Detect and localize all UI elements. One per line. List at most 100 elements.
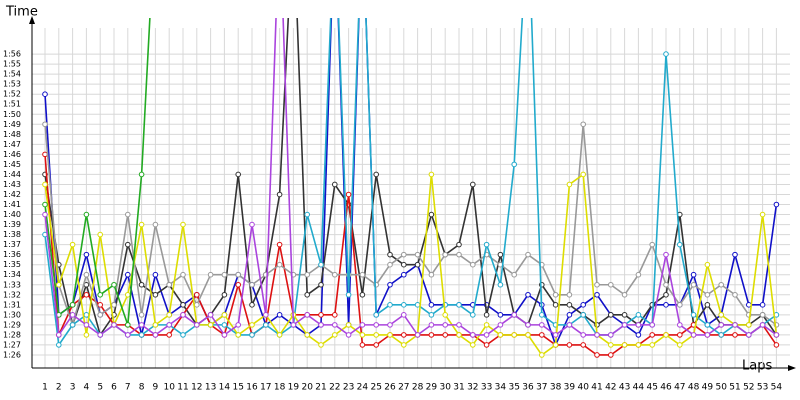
x-tick-label: 22: [329, 383, 340, 393]
x-tick-label: 46: [660, 383, 672, 393]
point-marker: [401, 271, 407, 278]
point-marker: [83, 251, 90, 258]
point-marker: [276, 191, 283, 198]
point-marker: [635, 342, 642, 348]
point-marker: [690, 312, 697, 318]
y-tick-label: 1:34: [3, 270, 21, 279]
point-marker: [580, 332, 587, 338]
point-marker: [387, 302, 393, 308]
point-marker: [773, 342, 780, 348]
point-marker: [180, 271, 186, 278]
point-marker: [759, 312, 766, 318]
point-marker: [428, 322, 435, 328]
x-arrow: [788, 365, 796, 371]
y-tick-label: 1:48: [3, 130, 21, 139]
point-marker: [704, 332, 711, 338]
point-marker: [373, 342, 380, 348]
point-marker: [470, 332, 476, 338]
point-marker: [235, 322, 241, 328]
point-marker: [428, 211, 435, 218]
point-marker: [539, 352, 545, 358]
x-tick-label: 9: [153, 383, 159, 393]
point-marker: [456, 322, 462, 328]
series-line: [44, 172, 778, 357]
y-tick-label: 1:52: [3, 90, 21, 99]
point-marker: [401, 302, 407, 308]
point-marker: [552, 291, 559, 298]
x-tick-label: 37: [536, 383, 547, 393]
point-marker: [97, 231, 103, 238]
x-tick-label: 31: [453, 383, 464, 393]
point-marker: [428, 171, 435, 178]
point-marker: [497, 322, 504, 328]
point-marker: [152, 221, 159, 228]
point-marker: [97, 312, 103, 318]
x-tick-label: 27: [398, 383, 409, 393]
x-tick-label: 3: [70, 383, 76, 393]
point-marker: [566, 302, 573, 308]
point-marker: [649, 322, 656, 328]
y-tick-label: 1:55: [3, 60, 21, 69]
point-marker: [456, 241, 462, 248]
x-tick-label: 30: [439, 383, 451, 393]
x-tick-label: 14: [219, 383, 231, 393]
y-tick-label: 1:56: [3, 50, 21, 59]
point-marker: [442, 332, 449, 338]
y-tick-label: 1:27: [3, 340, 21, 349]
x-tick-label: 29: [426, 383, 438, 393]
point-marker: [497, 251, 504, 258]
point-marker: [125, 211, 131, 218]
x-tick-label: 24: [357, 383, 369, 393]
point-marker: [566, 322, 573, 328]
point-marker: [690, 332, 697, 338]
point-marker: [152, 271, 159, 278]
point-marker: [566, 291, 573, 298]
x-tick-label: 20: [301, 383, 313, 393]
point-marker: [345, 291, 352, 298]
x-tick-label: 18: [274, 383, 286, 393]
x-tick-label: 15: [232, 383, 243, 393]
y-tick-label: 1:38: [3, 230, 21, 239]
point-marker: [276, 332, 283, 338]
point-marker: [42, 151, 48, 158]
point-marker: [428, 312, 435, 318]
point-marker: [621, 342, 628, 348]
point-marker: [497, 312, 504, 318]
point-marker: [414, 302, 421, 308]
point-marker: [525, 322, 531, 328]
point-marker: [649, 241, 656, 248]
point-marker: [635, 322, 642, 328]
point-marker: [97, 332, 103, 338]
x-tick-label: 39: [564, 383, 576, 393]
point-marker: [359, 291, 366, 298]
point-marker: [207, 312, 214, 318]
point-marker: [318, 312, 324, 318]
x-tick-label: 47: [674, 383, 685, 393]
x-tick-label: 41: [591, 383, 602, 393]
point-marker: [249, 302, 255, 308]
point-marker: [166, 332, 172, 338]
point-marker: [442, 251, 449, 258]
point-marker: [456, 251, 462, 258]
point-marker: [69, 302, 76, 308]
x-axis-title: Laps: [742, 359, 772, 374]
point-marker: [276, 312, 283, 318]
point-marker: [318, 322, 324, 328]
point-marker: [125, 332, 131, 338]
x-tick-label: 49: [702, 383, 714, 393]
y-tick-label: 1:30: [3, 310, 21, 319]
point-marker: [318, 261, 324, 268]
series-line: [44, 18, 777, 338]
point-marker: [414, 251, 421, 258]
x-tick-label: 23: [343, 383, 354, 393]
point-marker: [194, 322, 200, 328]
y-tick-label: 1:40: [3, 210, 21, 219]
point-marker: [566, 312, 573, 318]
point-marker: [401, 251, 407, 258]
point-marker: [345, 322, 352, 328]
x-tick-label: 52: [743, 383, 754, 393]
x-tick-label: 42: [605, 383, 616, 393]
point-marker: [732, 251, 738, 258]
point-marker: [594, 281, 600, 288]
